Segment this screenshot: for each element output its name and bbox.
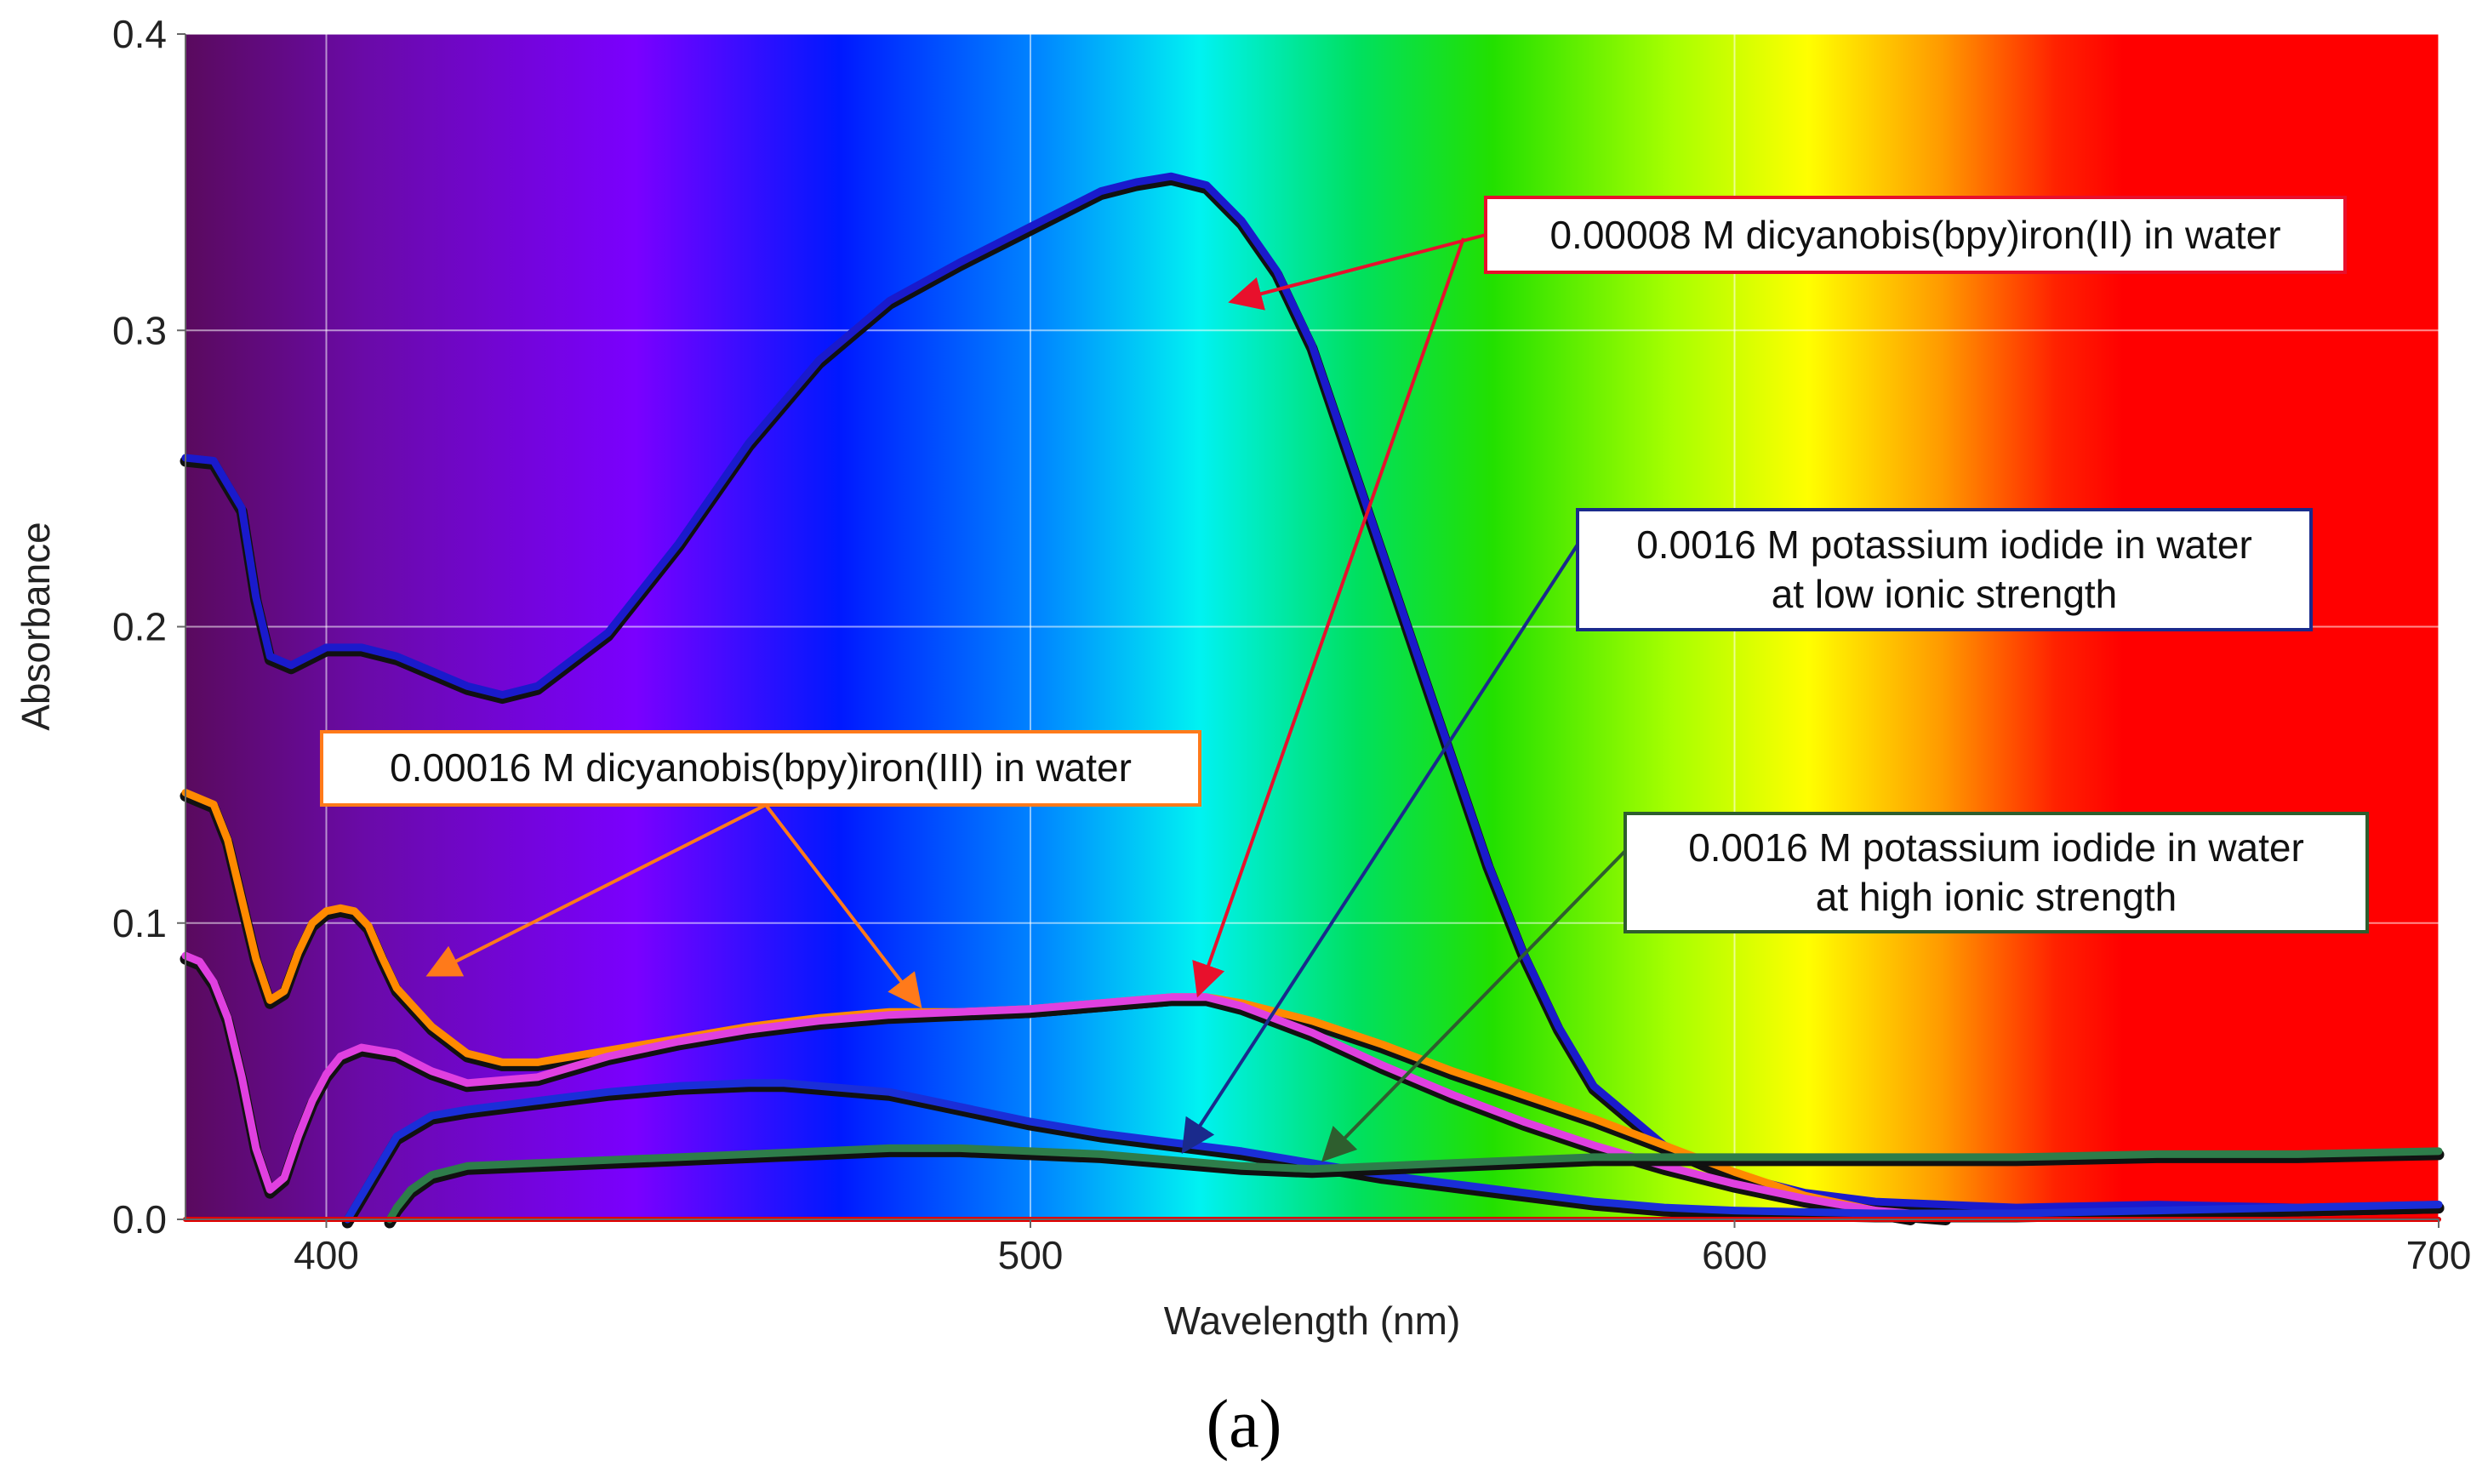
annotation-fe3-box xyxy=(320,730,1201,807)
annotation-ki-high: 0.0016 M potassium iodide in water at hi… xyxy=(1623,812,2369,933)
annotation-fe2: 0.00008 M dicyanobis(bpy)iron(II) in wat… xyxy=(1484,196,2347,274)
ann-ki-high-arrow-0 xyxy=(1321,849,1627,1162)
annotation-layer: 0.00008 M dicyanobis(bpy)iron(II) in wat… xyxy=(320,196,2369,1162)
series-3-line xyxy=(343,1079,2443,1224)
series-1-line xyxy=(181,789,1915,1220)
y-axis-title: Absorbance xyxy=(14,522,58,731)
x-axis-title: Wavelength (nm) xyxy=(1164,1298,1461,1343)
annotation-ki-low-box xyxy=(1576,508,2313,631)
tick-layer: 400 500 600 700 0.0 0.1 0.2 0.3 0.4 xyxy=(112,12,2471,1277)
y-tick-label-0.3: 0.3 xyxy=(112,308,167,352)
annotation-fe3: 0.00016 M dicyanobis(bpy)iron(III) in wa… xyxy=(320,730,1201,807)
ann-fe3-arrow-0 xyxy=(425,803,767,977)
x-tick-label-700: 700 xyxy=(2406,1233,2472,1277)
ann-ki-low-arrow-0 xyxy=(1181,543,1579,1155)
series-2-line xyxy=(181,951,1950,1220)
annotation-ki-low-line2: at low ionic strength xyxy=(1772,572,2118,616)
y-tick-label-0.1: 0.1 xyxy=(112,901,167,945)
annotation-fe3-text: 0.00016 M dicyanobis(bpy)iron(III) in wa… xyxy=(390,745,1132,790)
ann-fe2-arrow-1 xyxy=(1192,237,1465,998)
annotation-ki-low: 0.0016 M potassium iodide in water at lo… xyxy=(1576,508,2313,631)
x-tick-label-400: 400 xyxy=(294,1233,359,1277)
annotation-ki-high-line1: 0.0016 M potassium iodide in water xyxy=(1688,825,2304,870)
annotation-fe2-text: 0.00008 M dicyanobis(bpy)iron(II) in wat… xyxy=(1549,213,2280,257)
ann-fe2-arrow-0 xyxy=(1228,233,1487,311)
x-tick-label-500: 500 xyxy=(998,1233,1064,1277)
annotation-arrows xyxy=(425,233,1627,1162)
y-tick-label-0.4: 0.4 xyxy=(112,12,167,56)
y-tick-label-0.2: 0.2 xyxy=(112,605,167,649)
series-4-line xyxy=(385,1144,2443,1224)
annotation-ki-low-line1: 0.0016 M potassium iodide in water xyxy=(1636,522,2252,567)
panel-label: (a) xyxy=(1207,1387,1282,1462)
x-tick-label-600: 600 xyxy=(1702,1233,1767,1277)
y-tick-label-0.0: 0.0 xyxy=(112,1197,167,1241)
ann-fe3-arrow-1 xyxy=(764,803,922,1009)
annotation-ki-high-box xyxy=(1623,812,2369,933)
annotation-ki-high-line2: at high ionic strength xyxy=(1816,875,2177,919)
